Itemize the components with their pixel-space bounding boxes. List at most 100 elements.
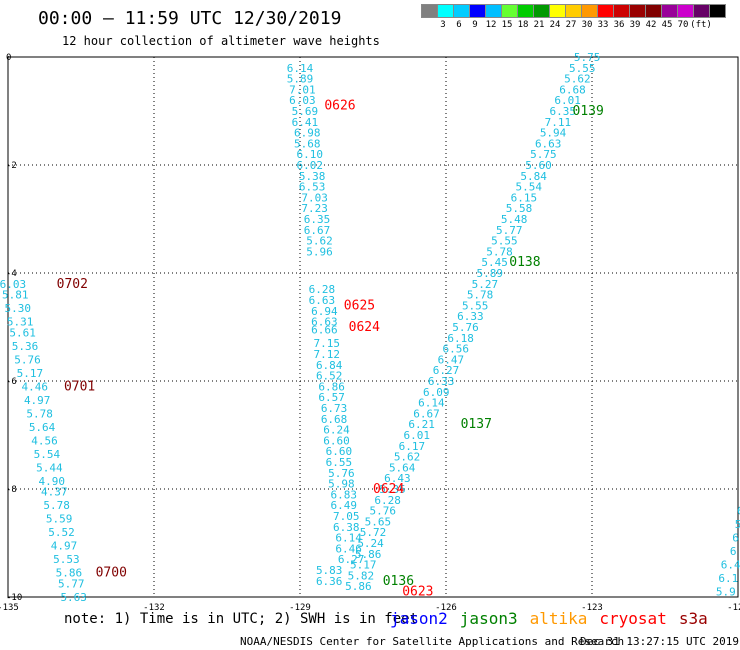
x-tick-label: -123 [581, 603, 603, 613]
wave-height-value: 5.75 [574, 51, 601, 64]
wave-height-value: 6.03 [289, 94, 316, 107]
pass-time-label: 0625 [344, 298, 375, 313]
credit-text: NOAA/NESDIS Center for Satellite Applica… [240, 635, 625, 648]
wave-height-value: 5.62 [564, 73, 591, 86]
wave-height-value: 5.24 [357, 537, 384, 550]
pass-time-label: 0623 [402, 585, 433, 600]
wave-height-value: 6.63 [311, 316, 338, 329]
x-tick-label: -120 [727, 603, 740, 613]
wave-height-value: 5.83 [316, 564, 343, 577]
wave-height-value: 5.55 [491, 235, 518, 248]
wave-height-value: 6.73 [321, 402, 348, 415]
color-scale-label: 42 [645, 20, 657, 30]
wave-height-value: 6.68 [559, 83, 586, 96]
color-scale-label: 21 [533, 20, 545, 30]
wave-height-value: 5.45 [481, 256, 508, 269]
wave-height-value: 6.84 [316, 359, 343, 372]
wave-height-value: 5.76 [14, 353, 41, 366]
wave-height-value: 5.35 [379, 483, 406, 496]
pass-time-label: 0624 [373, 482, 404, 497]
wave-height-value: 5.9 [716, 586, 736, 599]
wave-height-value: 5.64 [29, 421, 56, 434]
satellite-legend: jason2 jason3 altika cryosat s3a [390, 609, 720, 628]
wave-height-value: 6.67 [413, 407, 440, 420]
wave-height-value: 6.63 [309, 294, 336, 307]
wave-height-value: 5.55 [569, 62, 596, 75]
wave-height-value: 6.66 [311, 324, 338, 337]
wave-height-value: 6.35 [550, 105, 577, 118]
wave-height-value: 5.62 [306, 235, 333, 248]
wave-height-value: 6.36 [316, 575, 343, 588]
wave-height-value: 6.28 [309, 283, 336, 296]
wave-height-value: 6 [732, 532, 739, 545]
wave-height-value: 5.82 [348, 569, 375, 582]
wave-height-value: 5.76 [328, 467, 355, 480]
wave-height-value: 5.81 [2, 289, 29, 302]
wave-height-value: 5.78 [26, 407, 53, 420]
wave-height-value: 5.96 [306, 245, 333, 258]
x-tick-label: -126 [435, 603, 457, 613]
wave-height-value: 6.60 [326, 445, 353, 458]
color-scale-label: 12 [485, 20, 497, 30]
wave-height-value: 7.12 [314, 348, 341, 361]
wave-height-value: 5.75 [530, 148, 557, 161]
color-scale-label: 24 [549, 20, 561, 30]
chart-subtitle: 12 hour collection of altimeter wave hei… [62, 34, 380, 48]
wave-height-value: 5.31 [7, 316, 34, 329]
wave-height-value: 6.53 [299, 181, 326, 194]
x-tick-label: -129 [289, 603, 311, 613]
wave-height-value: 6.17 [399, 440, 426, 453]
wave-height-value: 6.10 [296, 148, 323, 161]
chart-title: 00:00 — 11:59 UTC 12/30/2019 [38, 8, 342, 29]
wave-height-value: 5.17 [350, 559, 377, 572]
y-tick-label: -2 [6, 161, 17, 171]
wave-height-value: 6.18 [447, 332, 474, 345]
wave-height-value: 6.83 [331, 488, 358, 501]
color-scale-label: 33 [597, 20, 609, 30]
wave-height-value: 5.54 [34, 448, 61, 461]
wave-height-value: 5.89 [477, 267, 504, 280]
color-scale-label: 9 [472, 20, 478, 30]
wave-height-value: 5.59 [46, 513, 73, 526]
color-scale-label: 36 [613, 20, 625, 30]
wave-height-value: 5.78 [43, 499, 70, 512]
wave-height-value: 5.78 [486, 245, 513, 258]
wave-height-value: 5.78 [467, 289, 494, 302]
color-scale-legend: 3 6 9 12 15 18 21 24 27 30 33 36 39 42 45 70 (ft) [421, 4, 726, 32]
satellite-legend-item: cryosat [599, 609, 667, 628]
wave-height-value: 7.23 [301, 202, 328, 215]
pass-time-label: 0701 [64, 379, 95, 394]
wave-height-value: 5.54 [515, 181, 542, 194]
wave-height-value: 5.72 [360, 526, 387, 539]
wave-height-value: 6.98 [294, 127, 321, 140]
wave-height-value: 5.52 [48, 526, 75, 539]
wave-height-value: 6.94 [311, 305, 338, 318]
footnote: note: 1) Time is in UTC; 2) SWH is in fe… [64, 611, 419, 627]
wave-height-value: 5.30 [4, 302, 31, 315]
pass-time-label: 0138 [509, 255, 540, 270]
wave-height-value: 6.27 [433, 364, 460, 377]
wave-height-value: 5 [735, 518, 740, 531]
y-tick-label: -6 [6, 377, 17, 387]
y-tick-label: -8 [6, 485, 17, 495]
wave-height-value: 5.27 [472, 278, 499, 291]
wave-height-value: 6.86 [318, 380, 345, 393]
wave-height-value: 6.67 [304, 224, 331, 237]
y-tick-label: 0 [6, 53, 11, 63]
wave-height-value: 6.63 [535, 137, 562, 150]
wave-height-value: 6.24 [323, 424, 350, 437]
wave-height-value: 6.01 [404, 429, 431, 442]
wave-height-value: 4.56 [31, 434, 58, 447]
wave-height-value: 6.33 [428, 375, 455, 388]
satellite-legend-item: jason2 [390, 609, 448, 628]
generated-timestamp: Dec 31 13:27:15 UTC 2019 [580, 635, 739, 648]
pass-time-label: 0624 [349, 320, 380, 335]
pass-time-label: 0700 [96, 566, 127, 581]
color-scale-labels: 3 6 9 12 15 18 21 24 27 30 33 36 39 42 45 70 (ft) [421, 18, 725, 32]
wave-height-value: 6.09 [423, 386, 450, 399]
wave-height-value: 6.14 [335, 532, 362, 545]
wave-height-value: 6.49 [331, 499, 358, 512]
x-tick-label: -135 [0, 603, 19, 613]
wave-height-value: 6.4 [721, 559, 740, 572]
wave-height-value: 5.77 [58, 578, 85, 591]
